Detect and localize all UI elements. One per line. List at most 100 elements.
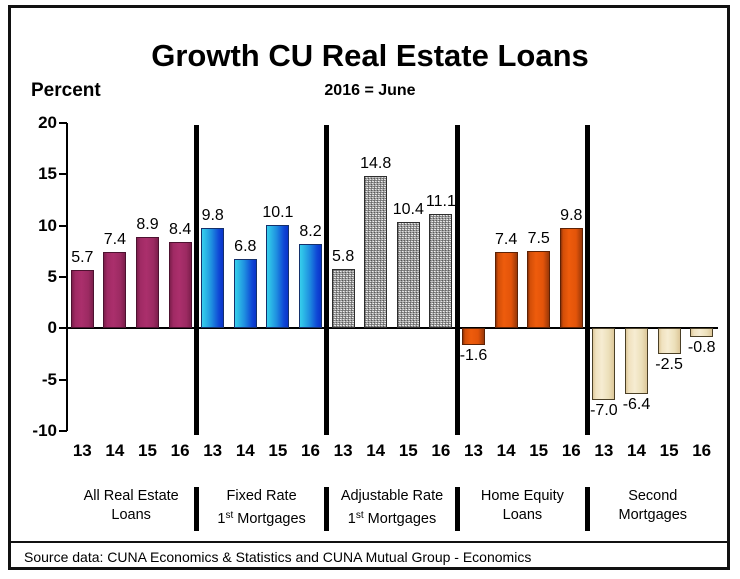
- chart-subtitle: 2016 = June: [324, 82, 416, 99]
- x-tick-label: 16: [170, 441, 190, 460]
- x-tick-label: 15: [138, 441, 157, 460]
- zero-baseline: [66, 327, 718, 330]
- bar-value-label: 5.7: [71, 248, 94, 266]
- bar-value-label: -6.4: [622, 396, 651, 414]
- group-label-line1: All Real Estate: [83, 488, 179, 504]
- bar-value-label: 10.1: [262, 203, 294, 221]
- y-tick-mark: [59, 327, 67, 330]
- group-label-line2: Loans: [111, 507, 151, 523]
- group-label-line2: Loans: [502, 507, 543, 523]
- x-tick-label: 13: [333, 441, 353, 460]
- x-tick-label: 13: [464, 441, 483, 460]
- y-tick-label: 0: [47, 318, 57, 338]
- bar: [559, 227, 583, 329]
- y-tick-label: -10: [32, 421, 57, 440]
- x-tick-label: 14: [235, 441, 255, 460]
- group-separator: [454, 125, 460, 329]
- bar: [266, 224, 290, 329]
- y-tick-label: 5: [47, 267, 57, 286]
- y-tick-label: 15: [38, 164, 57, 184]
- x-tick-label: 15: [268, 441, 288, 460]
- bar-value-label: 7.4: [103, 231, 127, 249]
- y-tick-mark: [59, 276, 67, 278]
- y-tick-label: -5: [41, 369, 57, 389]
- bar: [429, 214, 453, 329]
- chart-title: Growth CU Real Estate Loans: [151, 38, 589, 73]
- footer-rule: [11, 541, 727, 543]
- group-label: Home Equity Loans: [481, 487, 564, 525]
- bar: [299, 244, 322, 329]
- y-tick-mark: [59, 378, 67, 381]
- bar: [396, 221, 420, 329]
- bar: [201, 227, 225, 329]
- x-tick-label: 15: [398, 441, 418, 460]
- bar: [625, 328, 648, 395]
- bar: [527, 251, 551, 329]
- group-label-line1: Fixed Rate: [226, 488, 297, 504]
- x-tick-label: 13: [72, 441, 92, 460]
- x-tick-label: 14: [496, 441, 516, 460]
- group-separator-lower: [193, 328, 199, 435]
- group-separator-lower: [454, 328, 460, 435]
- group-label: Adjustable Rate 1st Mortgages: [341, 487, 443, 529]
- x-tick-label: 14: [366, 441, 386, 460]
- y-axis-label: Percent: [31, 80, 101, 101]
- group-separator: [324, 125, 330, 329]
- group-label: Second Mortgages: [619, 487, 688, 525]
- x-tick-label: 14: [105, 441, 125, 460]
- group-separator: [193, 125, 199, 329]
- bar-value-label: -7.0: [590, 402, 618, 420]
- group-label-line2: 1st Mortgages: [217, 510, 306, 527]
- y-axis-line: [66, 123, 68, 431]
- x-axis-tick-labels: 13 14 15 16 13 14 15 16 13 14 15 16 13 14 15 16 13 14 15 16: [66, 441, 718, 465]
- y-tick-mark: [59, 122, 67, 124]
- bar-value-label: 6.8: [234, 237, 257, 255]
- group-labels: All Real Estate Loans Fixed Rate 1st Mortga…: [66, 487, 718, 537]
- x-tick-label: 15: [529, 441, 549, 460]
- group-label: All Real Estate Loans: [84, 487, 179, 525]
- x-tick-label: 16: [561, 441, 581, 460]
- x-tick-label: 16: [301, 441, 320, 460]
- bar: [462, 328, 485, 345]
- group-label-line1: Adjustable Rate: [340, 488, 444, 504]
- group-separator-footer: [193, 487, 199, 531]
- bar-value-label: 9.8: [201, 206, 224, 224]
- bar: [233, 258, 257, 329]
- bar-value-label: 9.8: [560, 206, 583, 224]
- bar-value-label: -2.5: [655, 356, 683, 373]
- bar-value-label: -1.6: [459, 346, 488, 364]
- bar-value-label: 10.4: [392, 200, 424, 218]
- bar-value-label: 8.4: [168, 221, 192, 239]
- group-separator-footer: [454, 487, 460, 531]
- y-tick-mark: [59, 224, 67, 227]
- x-tick-label: 13: [594, 441, 614, 460]
- bar: [168, 242, 192, 329]
- bar-value-label: 5.8: [331, 247, 355, 265]
- bar-value-label: 14.8: [360, 155, 392, 173]
- bar: [494, 252, 518, 329]
- bar: [592, 328, 616, 401]
- x-tick-label: 15: [659, 441, 679, 460]
- bar-value-label: -0.8: [687, 338, 716, 356]
- bar: [364, 176, 388, 329]
- x-tick-label: 16: [431, 441, 451, 460]
- bar: [657, 328, 681, 354]
- bar-value-label: 8.2: [299, 223, 322, 241]
- y-tick-mark: [59, 430, 67, 432]
- x-tick-label: 13: [203, 441, 223, 460]
- x-tick-label: 16: [692, 441, 712, 460]
- bar-value-label: 8.9: [136, 215, 159, 233]
- plot-area: 20 15 10 5 0 -5 -10 5.7 7.4 8.9 8.4 9.8 6.8 10.1 8.2 5…: [32, 113, 718, 440]
- group-label-line1: Home Equity: [480, 488, 564, 504]
- group-separator-footer: [324, 487, 330, 531]
- x-tick-label: 14: [627, 441, 646, 460]
- bar: [136, 236, 159, 329]
- y-tick-label: 10: [38, 215, 57, 235]
- bar-value-label: 7.4: [494, 231, 518, 249]
- bar: [70, 269, 94, 329]
- y-tick-mark: [59, 173, 67, 176]
- group-separator: [585, 125, 591, 329]
- group-separator-lower: [324, 328, 330, 435]
- group-label-line1: Second: [628, 488, 678, 504]
